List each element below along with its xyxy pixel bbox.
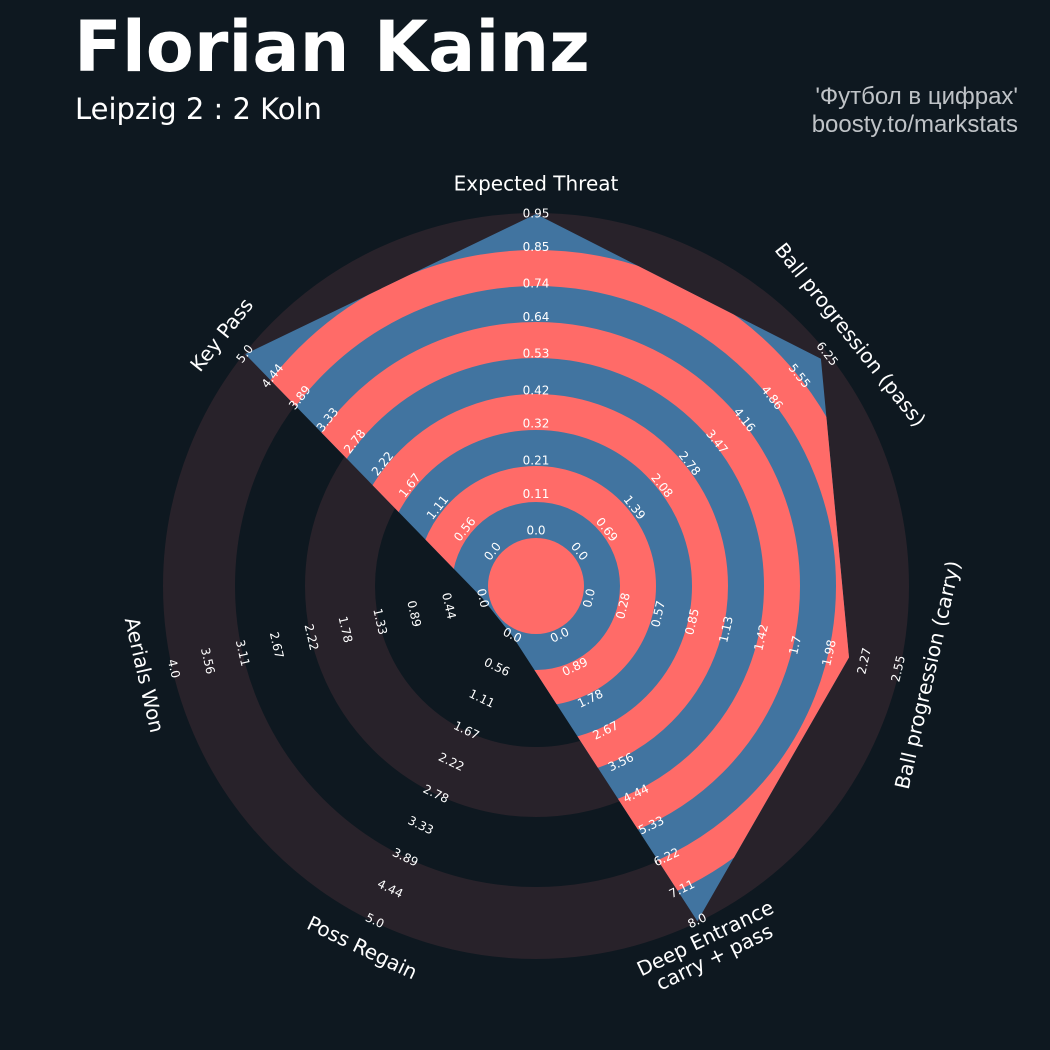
credit: 'Футбол в цифрах' [815, 83, 1018, 110]
tick-label: 0.53 [523, 347, 550, 361]
tick-label: 1.78 [336, 615, 356, 644]
tick-label: 0.95 [523, 207, 550, 221]
tick-label: 0.32 [523, 417, 550, 431]
tick-label: 1.7 [786, 634, 804, 656]
tick-label: 0.44 [439, 591, 459, 620]
tick-label: 1.13 [716, 615, 736, 644]
tick-label: 2.27 [854, 646, 874, 675]
tick-label: 3.33 [406, 813, 436, 837]
tick-label: 0.74 [523, 277, 550, 291]
radar-ring [488, 538, 584, 634]
tick-label: 1.42 [751, 623, 771, 652]
tick-label: 2.55 [888, 654, 908, 683]
tick-label: 0.56 [482, 655, 512, 679]
tick-label: 0.11 [523, 487, 550, 501]
chart-title: Florian Kainz [74, 6, 590, 88]
tick-label: 1.33 [370, 607, 390, 636]
tick-label: 0.57 [648, 599, 668, 628]
tick-label: 0.42 [523, 383, 550, 397]
tick-label: 3.56 [198, 646, 218, 675]
tick-label: 4.0 [165, 658, 183, 680]
tick-label: 0.85 [523, 240, 550, 254]
tick-label: 0.89 [404, 599, 424, 628]
tick-label: 2.22 [302, 623, 322, 652]
param-label: Expected Threat [453, 171, 619, 196]
tick-label: 0.64 [523, 310, 550, 324]
chart-subtitle: Leipzig 2 : 2 Koln [75, 92, 322, 126]
tick-label: 2.67 [267, 631, 287, 660]
tick-label: 1.11 [467, 686, 497, 710]
tick-label: 0.0 [526, 524, 545, 538]
tick-label: 0.85 [682, 607, 702, 636]
credit: boosty.to/markstats [811, 111, 1018, 138]
tick-label: 0.28 [613, 591, 633, 620]
tick-label: 3.11 [233, 638, 253, 667]
tick-label: 0.21 [523, 453, 550, 467]
tick-label: 0.0 [580, 587, 598, 609]
tick-label: 0.0 [474, 587, 492, 609]
tick-label: 1.98 [819, 638, 839, 667]
